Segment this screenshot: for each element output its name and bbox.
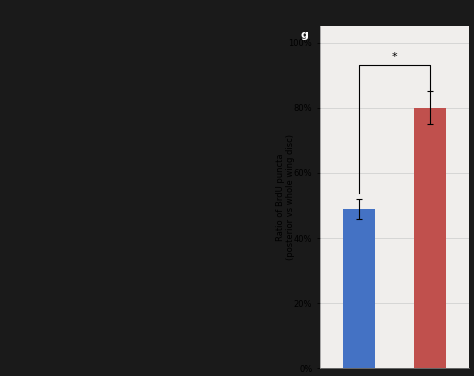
Text: g: g <box>301 30 309 40</box>
Bar <box>414 108 446 368</box>
Text: *: * <box>392 52 397 62</box>
Bar <box>343 209 375 368</box>
Y-axis label: Ratio of BrdU puncta
(posterior vs whole wing disc): Ratio of BrdU puncta (posterior vs whole… <box>276 134 295 261</box>
